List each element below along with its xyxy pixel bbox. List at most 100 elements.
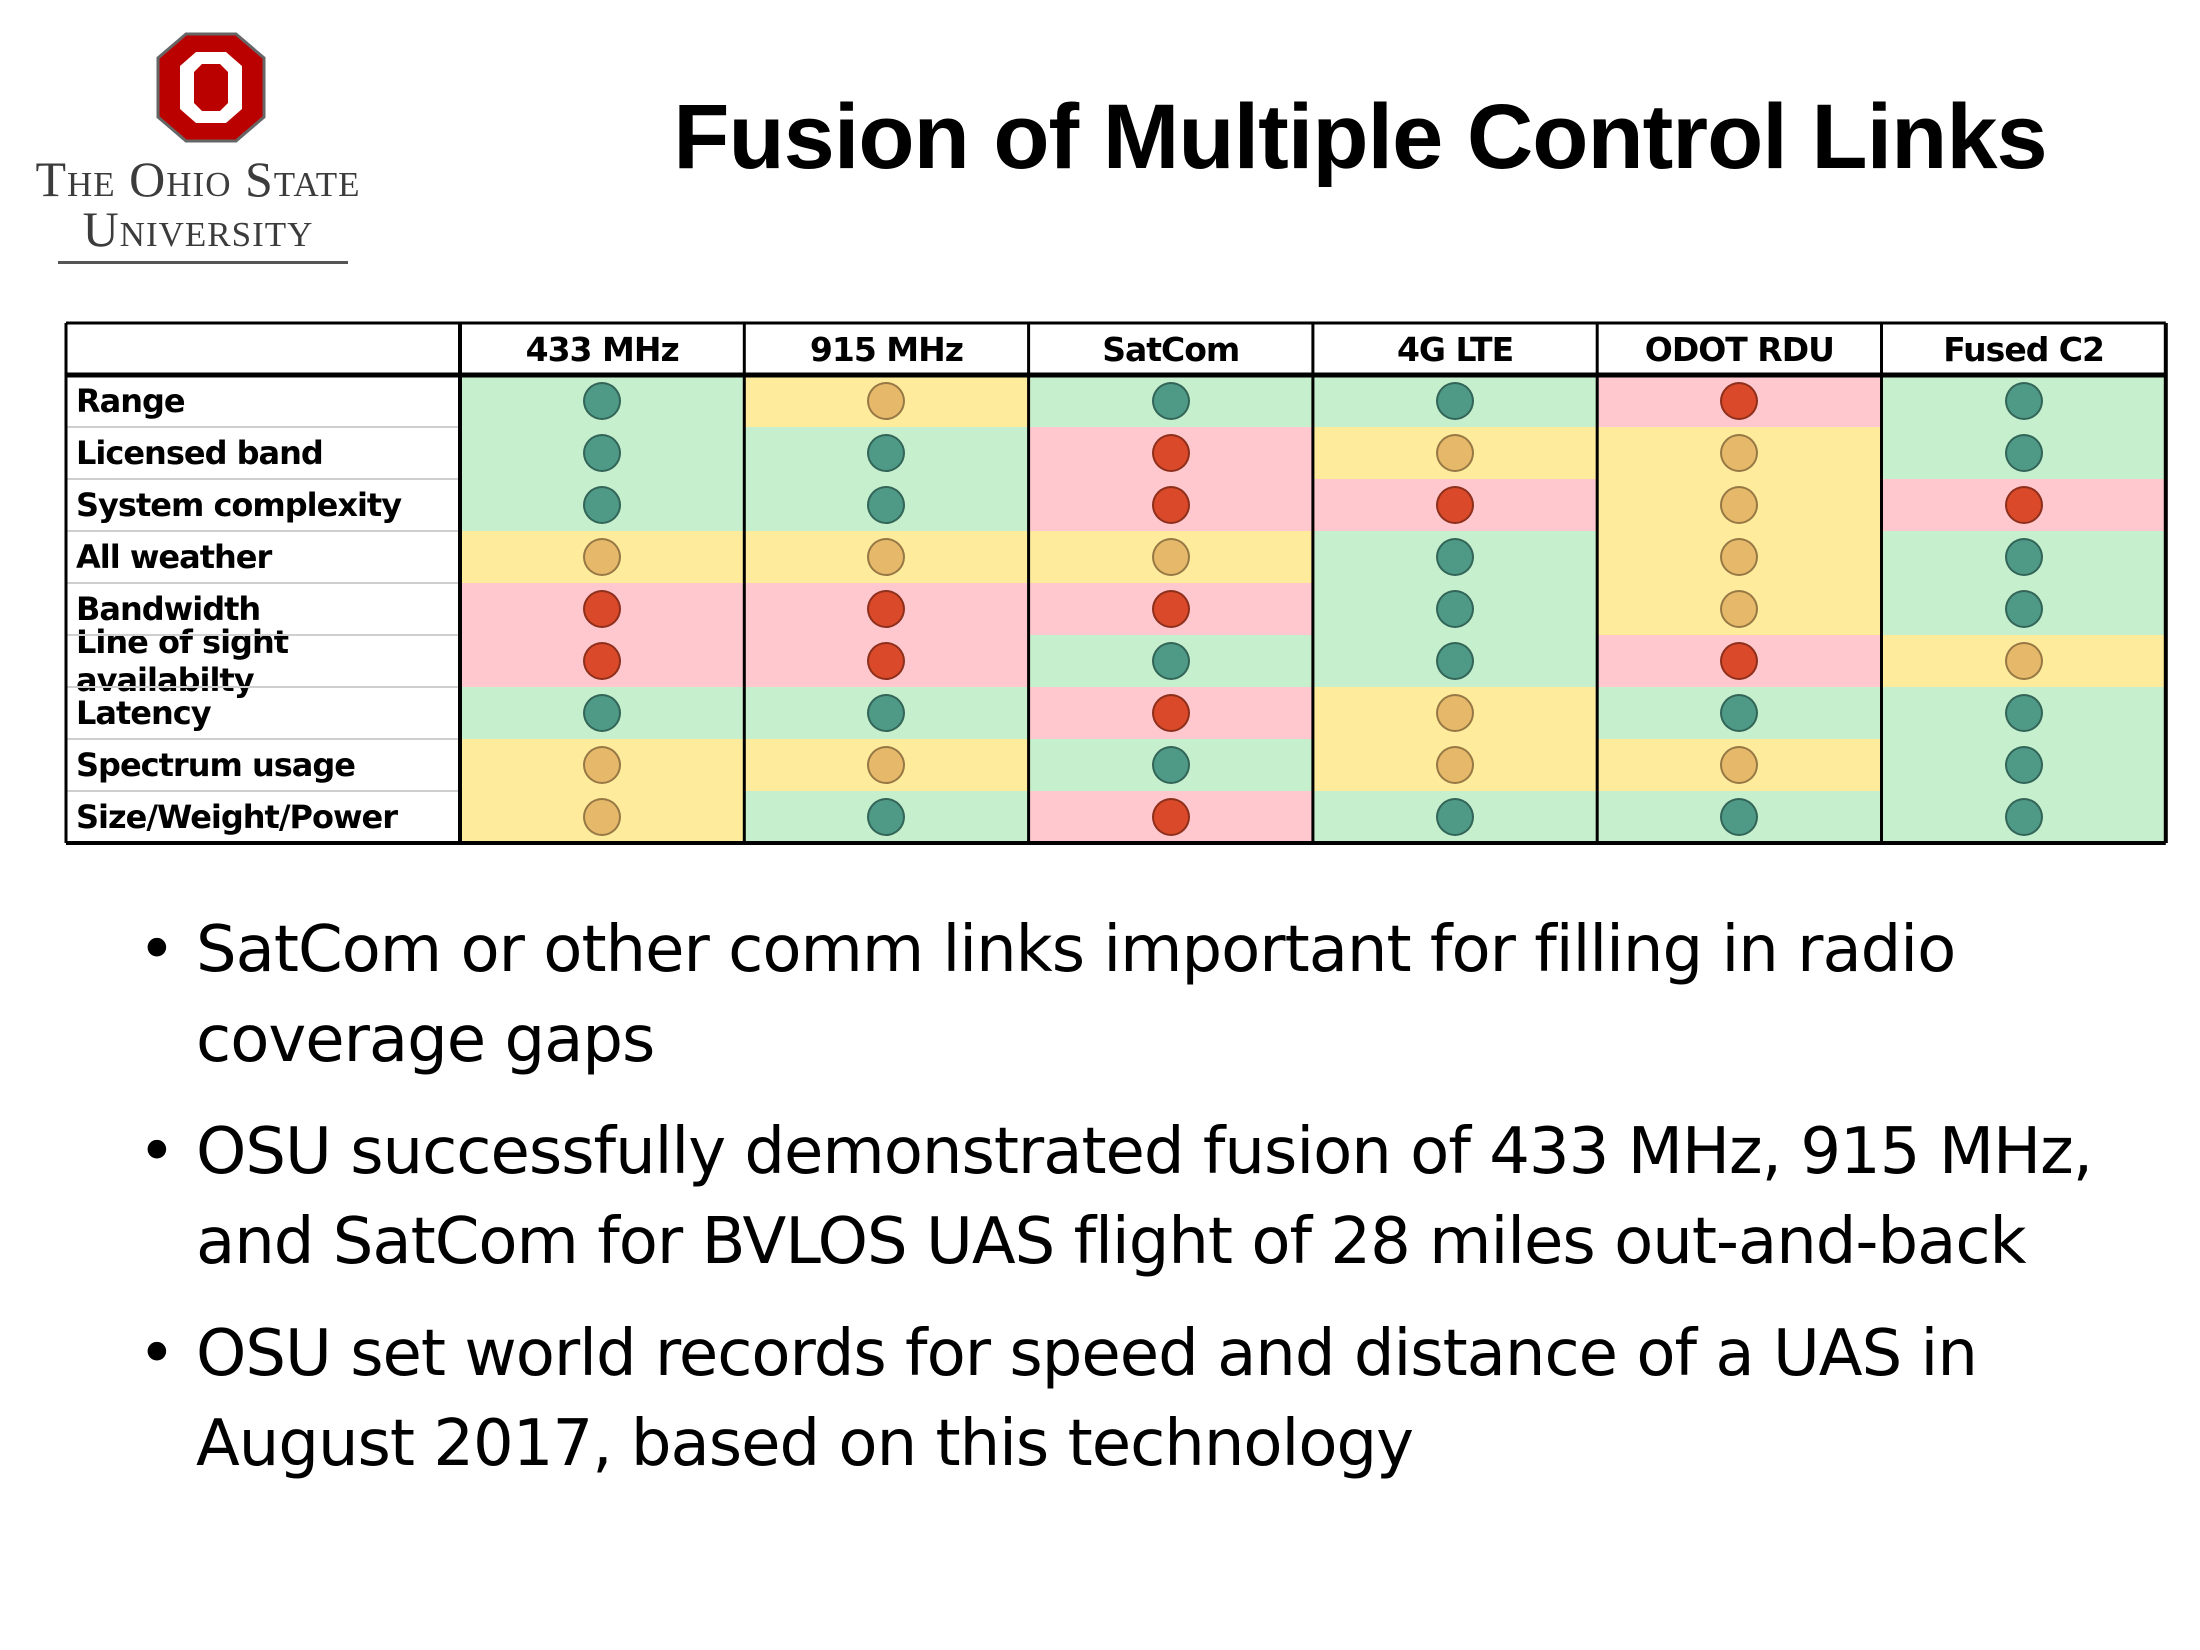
rating-cell bbox=[460, 427, 745, 479]
rating-poor-dot-icon bbox=[583, 590, 622, 628]
rating-fair-dot-icon bbox=[583, 798, 622, 836]
rating-cell bbox=[744, 687, 1029, 739]
logo-text-line1: The Ohio State bbox=[35, 151, 361, 207]
row-label: Line of sight availabilty bbox=[76, 623, 289, 699]
rating-cell bbox=[460, 791, 745, 843]
rating-cell bbox=[1597, 427, 1882, 479]
rating-poor-dot-icon bbox=[2004, 486, 2043, 524]
rating-good-dot-icon bbox=[1720, 694, 1759, 732]
bullet-dot-icon: • bbox=[138, 1317, 176, 1391]
bullet-dot-icon: • bbox=[138, 913, 176, 987]
rating-cell bbox=[460, 531, 745, 583]
bullet-text: OSU set world records for speed and dist… bbox=[196, 1317, 1978, 1481]
rating-cell bbox=[1597, 583, 1882, 635]
rating-cell bbox=[1597, 739, 1882, 791]
rating-cell bbox=[1028, 635, 1313, 687]
row-label: System complexity bbox=[76, 486, 402, 524]
column-header: 4G LTE bbox=[1396, 329, 1514, 369]
rating-fair-dot-icon bbox=[1720, 538, 1759, 576]
rating-poor-dot-icon bbox=[1151, 434, 1190, 472]
rating-good-dot-icon bbox=[583, 694, 622, 732]
rating-good-dot-icon bbox=[1151, 382, 1190, 420]
rating-cell bbox=[1312, 687, 1598, 739]
rating-cell bbox=[460, 739, 745, 791]
rating-cell bbox=[1028, 739, 1313, 791]
block-o-icon bbox=[156, 32, 266, 143]
rating-good-dot-icon bbox=[583, 486, 622, 524]
rating-good-dot-icon bbox=[867, 434, 906, 472]
rating-cell bbox=[1312, 583, 1598, 635]
rating-good-dot-icon bbox=[2004, 434, 2043, 472]
rating-cell bbox=[744, 583, 1029, 635]
rating-poor-dot-icon bbox=[1436, 486, 1475, 524]
rating-fair-dot-icon bbox=[1436, 694, 1475, 732]
row-label: Licensed band bbox=[76, 434, 324, 472]
rating-poor-dot-icon bbox=[583, 642, 622, 680]
rating-cell bbox=[1881, 531, 2166, 583]
rating-good-dot-icon bbox=[2004, 746, 2043, 784]
rating-cell bbox=[1028, 531, 1313, 583]
bullet-item: • SatCom or other comm links important fo… bbox=[130, 905, 2130, 1085]
rating-cell bbox=[1312, 635, 1598, 687]
rating-fair-dot-icon bbox=[867, 746, 906, 784]
rating-cell bbox=[1597, 531, 1882, 583]
rating-cell bbox=[460, 375, 745, 427]
rating-cell bbox=[1312, 531, 1598, 583]
rating-cell bbox=[1028, 583, 1313, 635]
rating-good-dot-icon bbox=[1151, 746, 1190, 784]
bullet-item: • OSU successfully demonstrated fusion of… bbox=[130, 1107, 2130, 1287]
rating-fair-dot-icon bbox=[1436, 746, 1475, 784]
rating-good-dot-icon bbox=[1436, 538, 1475, 576]
column-header: Fused C2 bbox=[1943, 329, 2105, 369]
rating-cell bbox=[1597, 791, 1882, 843]
rating-cell bbox=[460, 635, 745, 687]
rating-poor-dot-icon bbox=[1151, 590, 1190, 628]
bullet-text: SatCom or other comm links important for… bbox=[196, 913, 1956, 1077]
bullet-item: • OSU set world records for speed and dis… bbox=[130, 1309, 2130, 1489]
rating-good-dot-icon bbox=[1436, 590, 1475, 628]
rating-cell bbox=[1597, 479, 1882, 531]
bullet-text: OSU successfully demonstrated fusion of … bbox=[196, 1115, 2093, 1279]
rating-cell bbox=[1028, 427, 1313, 479]
rating-fair-dot-icon bbox=[1720, 746, 1759, 784]
rating-cell bbox=[744, 635, 1029, 687]
rating-good-dot-icon bbox=[1720, 798, 1759, 836]
rating-cell bbox=[1881, 791, 2166, 843]
rating-poor-dot-icon bbox=[1151, 486, 1190, 524]
rating-cell bbox=[460, 583, 745, 635]
rating-good-dot-icon bbox=[2004, 590, 2043, 628]
rating-good-dot-icon bbox=[867, 694, 906, 732]
rating-cell bbox=[1312, 791, 1598, 843]
bullet-list: • SatCom or other comm links important fo… bbox=[130, 905, 2130, 1511]
rating-good-dot-icon bbox=[583, 434, 622, 472]
university-logo: The Ohio State University bbox=[18, 22, 378, 267]
rating-fair-dot-icon bbox=[1436, 434, 1475, 472]
rating-fair-dot-icon bbox=[1720, 486, 1759, 524]
rating-cell bbox=[744, 375, 1029, 427]
rating-cell bbox=[744, 427, 1029, 479]
rating-cell bbox=[1312, 479, 1598, 531]
rating-cell bbox=[1028, 687, 1313, 739]
rating-poor-dot-icon bbox=[867, 642, 906, 680]
rating-good-dot-icon bbox=[2004, 694, 2043, 732]
bullet-dot-icon: • bbox=[138, 1115, 176, 1189]
rating-cell bbox=[1881, 687, 2166, 739]
rating-good-dot-icon bbox=[1436, 798, 1475, 836]
rating-fair-dot-icon bbox=[1720, 434, 1759, 472]
rating-fair-dot-icon bbox=[583, 538, 622, 576]
rating-poor-dot-icon bbox=[1720, 382, 1759, 420]
logo-rule bbox=[58, 261, 348, 264]
rating-cell bbox=[744, 791, 1029, 843]
row-label: Range bbox=[76, 382, 186, 420]
rating-cell bbox=[460, 479, 745, 531]
rating-cell bbox=[1597, 687, 1882, 739]
logo-text-line2: University bbox=[82, 201, 314, 257]
comparison-table: 433 MHz 915 MHz SatCom 4G LTE ODOT RDU Fused … bbox=[64, 321, 2168, 847]
rating-good-dot-icon bbox=[1436, 382, 1475, 420]
rating-good-dot-icon bbox=[2004, 382, 2043, 420]
rating-cell bbox=[1881, 479, 2166, 531]
rating-fair-dot-icon bbox=[867, 382, 906, 420]
row-label: Latency bbox=[76, 694, 212, 732]
rating-cell bbox=[1312, 739, 1598, 791]
rating-good-dot-icon bbox=[1436, 642, 1475, 680]
